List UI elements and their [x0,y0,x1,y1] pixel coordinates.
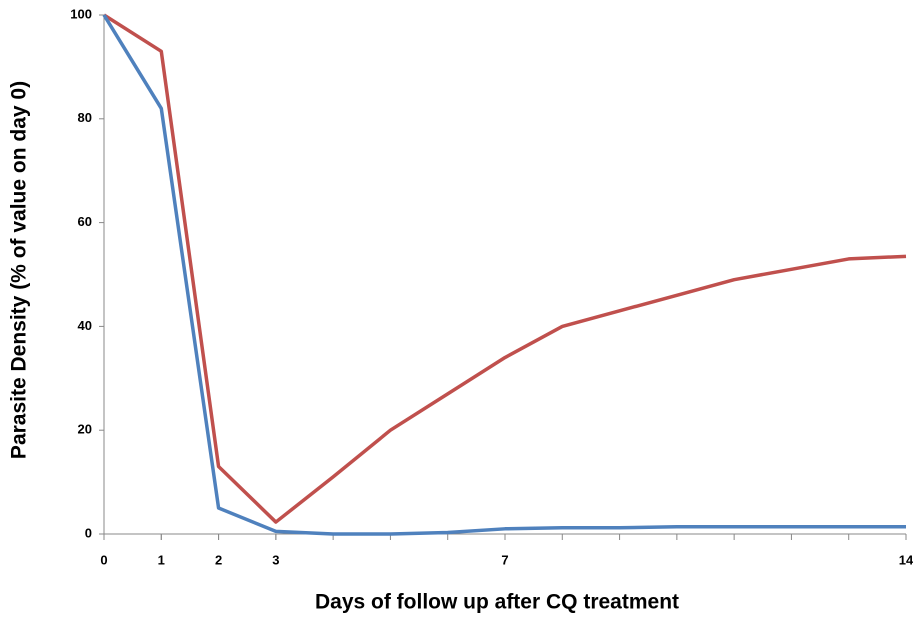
series-line [102,14,906,536]
y-tick-label: 80 [78,110,92,125]
y-tick-label: 40 [78,318,92,333]
y-axis-title: Parasite Density (% of value on day 0) [8,81,31,459]
x-axis-title: Days of follow up after CQ treatment [315,591,679,614]
y-tick-label: 0 [85,525,92,540]
x-tick-label: 2 [215,552,222,567]
y-tick-label: 100 [70,6,92,21]
series-line [103,13,907,524]
x-tick-label: 0 [100,552,107,567]
y-tick-label: 60 [78,214,92,229]
x-tick-label: 1 [158,552,165,567]
x-tick-label: 14 [899,552,913,567]
x-tick-label: 7 [501,552,508,567]
y-tick-label: 20 [78,422,92,437]
x-tick-label: 3 [272,552,279,567]
